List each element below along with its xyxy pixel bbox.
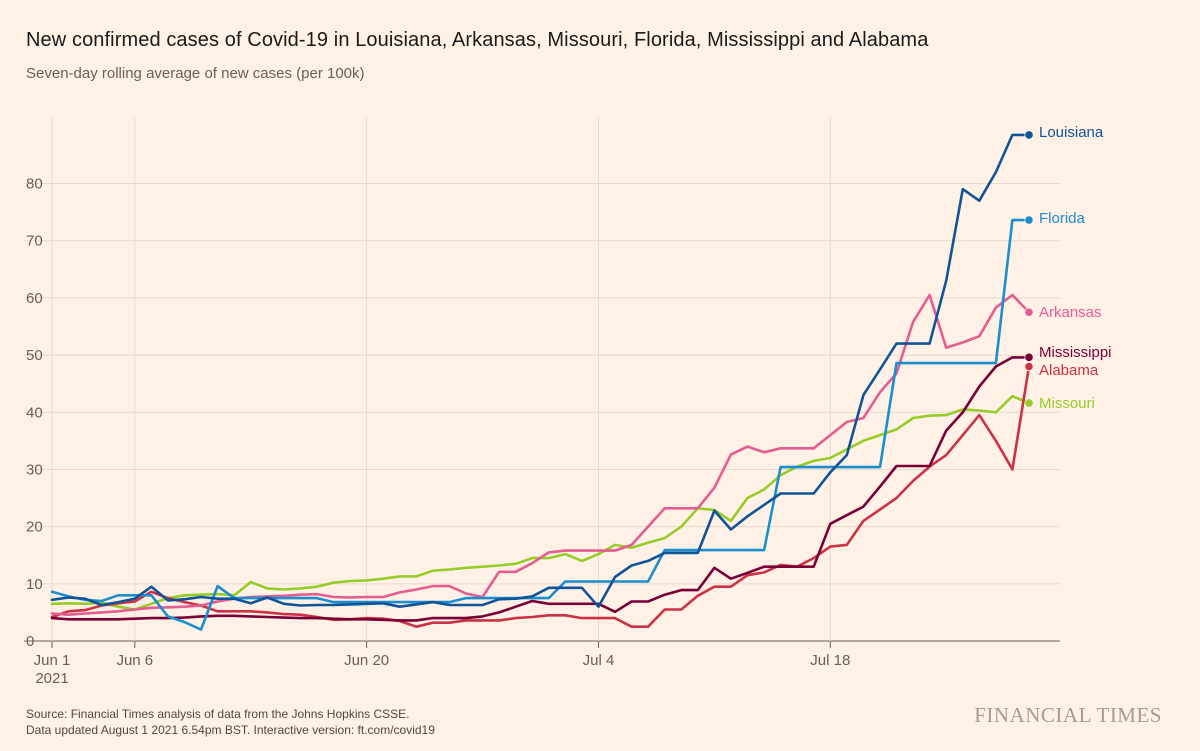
- y-tick-label: 40: [26, 404, 43, 421]
- x-tick-sublabel: 2021: [35, 670, 68, 687]
- y-tick-label: 70: [26, 233, 43, 250]
- x-tick-label: Jun 6: [116, 652, 153, 669]
- series-label-arkansas: Arkansas: [1039, 304, 1102, 321]
- x-tick-label: Jul 18: [810, 652, 850, 669]
- update-line: Data updated August 1 2021 6.54pm BST. I…: [26, 723, 435, 737]
- series-end-dot-missouri: [1024, 398, 1034, 408]
- source-line: Source: Financial Times analysis of data…: [26, 707, 410, 721]
- series-end-dot-florida: [1024, 215, 1034, 225]
- series-lines: [50, 130, 1034, 631]
- grid: [24, 118, 1060, 642]
- x-tick-label: Jun 20: [344, 652, 389, 669]
- source-note: Source: Financial Times analysis of data…: [26, 706, 435, 738]
- series-line-arkansas: [50, 293, 1031, 616]
- series-label-alabama: Alabama: [1039, 362, 1099, 379]
- series-label-mississippi: Mississippi: [1039, 344, 1112, 361]
- y-tick-label: 50: [26, 347, 43, 364]
- series-end-dot-alabama: [1024, 361, 1034, 372]
- series-end-dot-arkansas: [1024, 307, 1034, 317]
- series-label-florida: Florida: [1039, 210, 1086, 227]
- chart-title: New confirmed cases of Covid-19 in Louis…: [26, 29, 929, 51]
- y-tick-label: 60: [26, 290, 43, 307]
- y-axis: 0 10 20 30 40 50 60 70 80: [26, 176, 43, 651]
- x-tick-label: Jul 4: [583, 652, 615, 669]
- ft-logo: FINANCIAL TIMES: [974, 703, 1162, 727]
- series-label-missouri: Missouri: [1039, 395, 1095, 412]
- series-line-mississippi: [50, 356, 1031, 622]
- series-label-louisiana: Louisiana: [1039, 124, 1104, 141]
- series-labels: Louisiana Florida Arkansas MississippiAlaba…: [1039, 124, 1112, 412]
- y-tick-label: 20: [26, 519, 43, 536]
- series-line-missouri: [50, 394, 1031, 611]
- chart-subtitle: Seven-day rolling average of new cases (…: [26, 65, 365, 82]
- x-tick-label: Jun 1: [34, 652, 71, 669]
- y-tick-label: 30: [26, 461, 43, 478]
- series-line-florida: [50, 218, 1031, 631]
- series-line-alabama: [50, 365, 1031, 628]
- y-tick-label: 80: [26, 176, 43, 193]
- series-end-dot-mississippi: [1024, 352, 1034, 362]
- series-line-louisiana: [50, 133, 1031, 608]
- series-end-dot-louisiana: [1024, 130, 1034, 140]
- y-tick-label: 10: [26, 576, 43, 593]
- y-tick-label: 0: [26, 633, 34, 650]
